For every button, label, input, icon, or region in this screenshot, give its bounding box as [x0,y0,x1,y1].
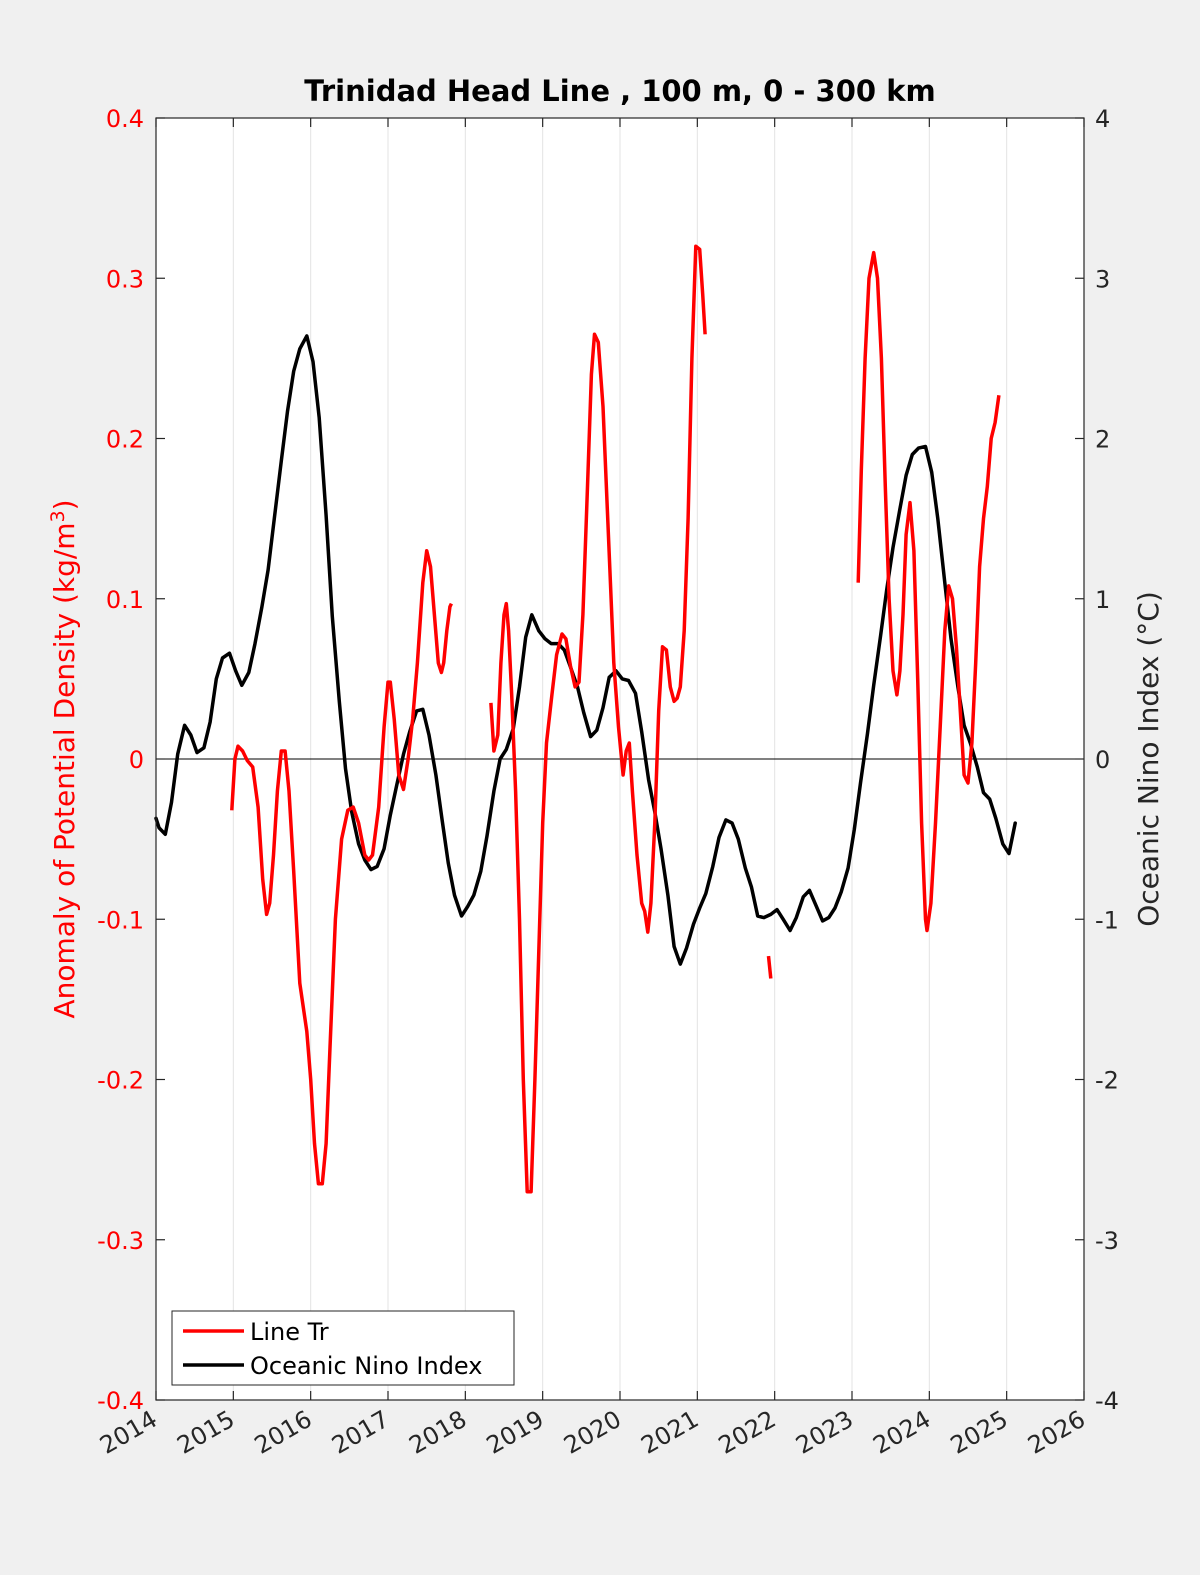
left-axis-label-superscript: 3 [47,510,69,522]
legend-label-oni: Oceanic Nino Index [250,1352,482,1380]
x-tick-label: 2023 [791,1405,858,1460]
right-tick-label: 2 [1095,426,1110,454]
left-axis-label-main: Anomaly of Potential Density (kg/m [48,522,81,1018]
left-tick-label: -0.2 [97,1067,144,1095]
series-line-line-tr-segment-4 [856,250,1001,933]
left-axis-label: Anomaly of Potential Density (kg/m3) [47,499,81,1018]
x-tick-label: 2017 [327,1405,394,1460]
x-tick-label: 2020 [559,1405,626,1460]
left-tick-label: 0 [129,746,144,774]
x-tick-label: 2025 [946,1405,1013,1460]
series-line-oceanic-nino-index [154,334,1017,966]
series-line-line-tr-segment-2 [489,244,707,1194]
x-tick-label: 2022 [714,1405,781,1460]
left-tick-label: -0.4 [97,1387,144,1415]
series-layer [154,244,1017,1194]
left-tick-label: 0.2 [106,426,144,454]
left-tick-label: -0.1 [97,906,144,934]
x-tick-label: 2016 [250,1405,317,1460]
right-tick-label: -3 [1095,1227,1119,1255]
x-tick-label: 2021 [636,1405,703,1460]
x-tick-label: 2018 [404,1405,471,1460]
left-axis-label-close: ) [48,499,81,510]
right-tick-label: 4 [1095,105,1110,133]
x-tick-label: 2024 [868,1405,935,1460]
legend: Line Tr Oceanic Nino Index [171,1310,515,1386]
left-tick-label: -0.3 [97,1227,144,1255]
chart-title: Trinidad Head Line , 100 m, 0 - 300 km [304,74,935,108]
left-tick-label: 0.1 [106,586,144,614]
left-tick-label: 0.4 [106,105,144,133]
legend-label-line-tr: Line Tr [250,1318,329,1346]
left-tick-label: 0.3 [106,265,144,293]
x-tick-label: 2015 [172,1405,239,1460]
right-tick-label: -4 [1095,1387,1119,1415]
legend-box [171,1310,515,1386]
right-tick-label: -2 [1095,1067,1119,1095]
series-line-line-tr-segment-1 [230,548,453,1186]
series-line-line-tr-segment-3 [766,955,773,979]
x-tick-label: 2019 [482,1405,549,1460]
right-tick-label: 3 [1095,265,1110,293]
right-tick-label: -1 [1095,906,1119,934]
x-tick-label: 2026 [1023,1405,1090,1460]
right-axis-label: Oceanic Nino Index (°C) [1132,591,1165,927]
right-tick-label: 0 [1095,746,1110,774]
right-tick-label: 1 [1095,586,1110,614]
